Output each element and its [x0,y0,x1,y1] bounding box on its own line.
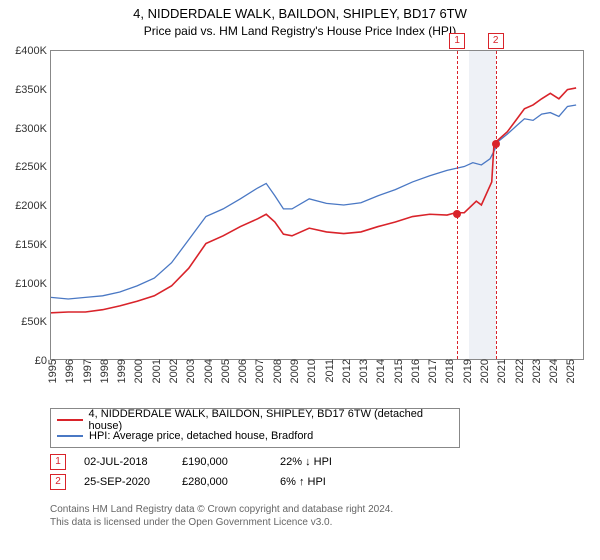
footer-line-2: This data is licensed under the Open Gov… [50,516,393,529]
legend-label: 4, NIDDERDALE WALK, BAILDON, SHIPLEY, BD… [89,408,453,432]
x-axis-label: 2004 [199,359,215,383]
x-axis-label: 2006 [233,359,249,383]
x-axis-label: 1999 [112,359,128,383]
x-axis-label: 1995 [43,359,59,383]
y-axis-label: £300K [15,123,51,135]
sale-vline [457,51,458,359]
x-axis-label: 1998 [95,359,111,383]
legend: 4, NIDDERDALE WALK, BAILDON, SHIPLEY, BD… [50,408,460,448]
y-axis-label: £400K [15,45,51,57]
legend-row: 4, NIDDERDALE WALK, BAILDON, SHIPLEY, BD… [57,412,453,428]
x-axis-label: 2001 [147,359,163,383]
x-axis-label: 2020 [475,359,491,383]
chart-title: 4, NIDDERDALE WALK, BAILDON, SHIPLEY, BD… [0,0,600,21]
x-axis-label: 1997 [78,359,94,383]
x-axis-label: 2024 [544,359,560,383]
sale-marker [492,140,500,148]
y-axis-label: £150K [15,239,51,251]
sale-row-number: 1 [50,454,66,470]
sale-date: 02-JUL-2018 [84,456,164,468]
sales-table: 1 02-JUL-2018 £190,000 22% ↓ HPI 2 25-SEP-202… [50,452,360,492]
y-axis-label: £50K [21,316,51,328]
sale-row: 2 25-SEP-2020 £280,000 6% ↑ HPI [50,472,360,492]
sale-row-number: 2 [50,474,66,490]
x-axis-label: 1996 [60,359,76,383]
y-axis-label: £100K [15,278,51,290]
x-axis-label: 2019 [458,359,474,383]
x-axis-label: 2021 [492,359,508,383]
y-axis-label: £200K [15,200,51,212]
x-axis-label: 2009 [285,359,301,383]
chart-subtitle: Price paid vs. HM Land Registry's House … [0,21,600,42]
x-axis-label: 2023 [527,359,543,383]
sale-marker [453,210,461,218]
chart-container: 4, NIDDERDALE WALK, BAILDON, SHIPLEY, BD… [0,0,600,560]
series-svg [51,51,583,359]
x-axis-label: 2000 [129,359,145,383]
x-axis-label: 2022 [510,359,526,383]
x-axis-label: 2025 [561,359,577,383]
x-axis-label: 2014 [371,359,387,383]
legend-label: HPI: Average price, detached house, Brad… [89,430,313,442]
x-axis-label: 2005 [216,359,232,383]
x-axis-label: 2013 [354,359,370,383]
sale-number-box: 1 [449,33,465,49]
x-axis-label: 2017 [423,359,439,383]
sale-number-box: 2 [488,33,504,49]
y-axis-label: £350K [15,84,51,96]
x-axis-label: 2003 [181,359,197,383]
x-axis-label: 2015 [389,359,405,383]
plot-area: £0£50K£100K£150K£200K£250K£300K£350K£400… [50,50,584,360]
legend-swatch [57,419,83,421]
x-axis-label: 2018 [440,359,456,383]
footer-attribution: Contains HM Land Registry data © Crown c… [50,503,393,529]
sale-price: £190,000 [182,456,262,468]
sale-pct: 6% ↑ HPI [280,476,360,488]
x-axis-label: 2012 [337,359,353,383]
x-axis-label: 2008 [268,359,284,383]
sale-row: 1 02-JUL-2018 £190,000 22% ↓ HPI [50,452,360,472]
sale-date: 25-SEP-2020 [84,476,164,488]
sale-pct: 22% ↓ HPI [280,456,360,468]
footer-line-1: Contains HM Land Registry data © Crown c… [50,503,393,516]
legend-swatch [57,435,83,437]
x-axis-label: 2011 [320,359,336,383]
x-axis-label: 2010 [302,359,318,383]
y-axis-label: £250K [15,161,51,173]
x-axis-label: 2002 [164,359,180,383]
sale-price: £280,000 [182,476,262,488]
series-line [51,105,576,299]
x-axis-label: 2007 [250,359,266,383]
sale-vline [496,51,497,359]
x-axis-label: 2016 [406,359,422,383]
